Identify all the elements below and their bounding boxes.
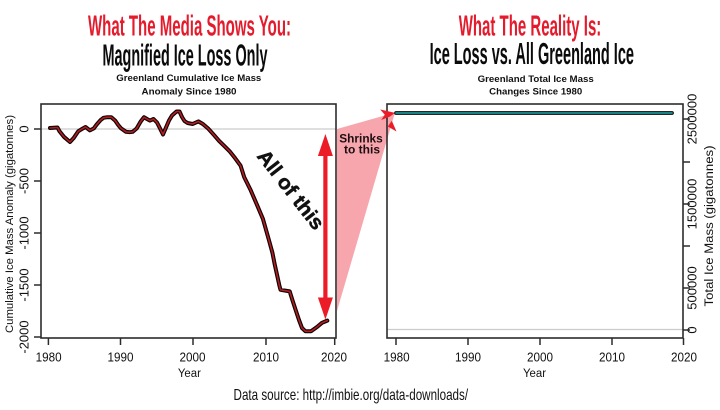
svg-text:Changes Since 1980: Changes Since 1980 (489, 87, 582, 97)
svg-text:Year: Year (523, 368, 546, 380)
svg-text:2000: 2000 (180, 349, 206, 364)
svg-text:Data source: http://imbie.org/: Data source: http://imbie.org/data-downl… (234, 387, 469, 404)
svg-text:0: 0 (685, 326, 700, 333)
svg-text:-1500: -1500 (17, 268, 32, 301)
svg-text:1990: 1990 (455, 349, 481, 364)
svg-text:Total Ice Mass (gigatonnes): Total Ice Mass (gigatonnes) (704, 145, 716, 306)
svg-text:1500000: 1500000 (685, 179, 700, 230)
svg-text:Shrinks: Shrinks (339, 131, 383, 145)
svg-text:to this: to this (344, 142, 380, 156)
svg-text:Magnified Ice Loss Only: Magnified Ice Loss Only (103, 38, 268, 72)
svg-text:2000: 2000 (527, 349, 553, 364)
svg-text:1980: 1980 (36, 349, 62, 364)
svg-text:2020: 2020 (671, 349, 697, 364)
svg-text:What The Reality Is:: What The Reality Is: (459, 11, 602, 43)
svg-text:Greenland Cumulative Ice Mass: Greenland Cumulative Ice Mass (116, 73, 261, 83)
svg-text:2500000: 2500000 (685, 94, 700, 145)
svg-text:Greenland Total Ice Mass: Greenland Total Ice Mass (478, 74, 594, 84)
svg-text:What The Media Shows You:: What The Media Shows You: (88, 11, 291, 43)
svg-text:2010: 2010 (599, 349, 625, 364)
svg-text:Ice Loss vs. All Greenland Ice: Ice Loss vs. All Greenland Ice (430, 37, 634, 71)
svg-text:1990: 1990 (108, 349, 134, 364)
svg-text:0: 0 (17, 125, 32, 132)
svg-text:-500: -500 (17, 168, 32, 194)
svg-text:2020: 2020 (321, 349, 347, 364)
svg-text:2010: 2010 (253, 349, 279, 364)
svg-text:Cumulative Ice Mass Anomaly (g: Cumulative Ice Mass Anomaly (gigatonnes) (4, 115, 16, 333)
svg-text:Anomaly Since 1980: Anomaly Since 1980 (142, 87, 237, 97)
svg-text:-1000: -1000 (17, 216, 32, 249)
svg-text:-2000: -2000 (17, 320, 32, 353)
svg-text:500000: 500000 (685, 266, 700, 309)
svg-text:Year: Year (178, 368, 201, 380)
svg-text:1980: 1980 (384, 349, 410, 364)
